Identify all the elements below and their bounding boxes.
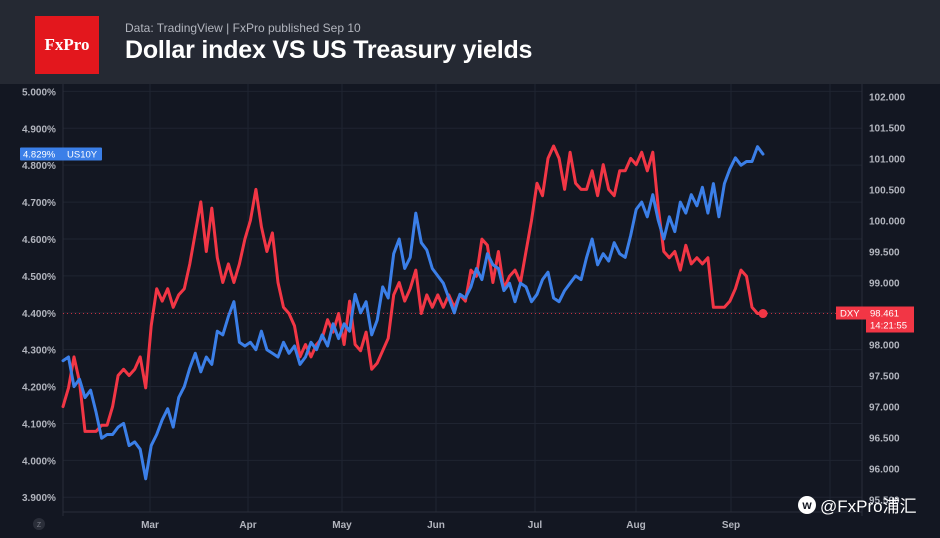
- watermark-text: @FxPro浦汇: [820, 497, 917, 516]
- y-right-tick-label: 101.000: [869, 154, 906, 165]
- y-left-tick-label: 5.000%: [22, 87, 56, 98]
- y-left-tick-label: 4.600%: [22, 235, 56, 246]
- dxy-name-box: [836, 306, 866, 320]
- dxy-last-value: 98.461: [870, 309, 899, 320]
- y-left-tick-label: 4.500%: [22, 272, 56, 283]
- header: FxPro Data: TradingView | FxPro publishe…: [0, 0, 940, 84]
- dxy-time-label: 14:21:55: [870, 321, 907, 332]
- y-right-tick-label: 99.500: [869, 247, 900, 258]
- dxy-last-point: [758, 309, 768, 319]
- dxy-value-box: [866, 306, 914, 333]
- y-left-tick-label: 4.300%: [22, 346, 56, 357]
- y-left-tick-label: 4.200%: [22, 383, 56, 394]
- y-right-tick-label: 97.000: [869, 403, 900, 414]
- y-right-tick-label: 96.000: [869, 465, 900, 476]
- y-left-tick-label: 4.400%: [22, 309, 56, 320]
- x-tick-label: Aug: [626, 520, 645, 531]
- dxy-series-name: DXY: [840, 309, 860, 320]
- x-tick-label: Jun: [427, 520, 445, 531]
- series-line-us10y: [61, 145, 765, 481]
- y-left-tick-label: 3.900%: [22, 493, 56, 504]
- us10y-last-value: 4.829%: [23, 149, 56, 160]
- zoom-reset-button: [33, 518, 45, 530]
- us10y-series-name: US10Y: [67, 149, 98, 160]
- zoom-reset-icon: Z: [37, 522, 42, 529]
- y-right-tick-label: 101.500: [869, 123, 906, 134]
- y-right-tick-label: 97.500: [869, 372, 900, 383]
- x-tick-label: Apr: [239, 520, 256, 531]
- x-tick-label: Mar: [141, 520, 159, 531]
- y-left-tick-label: 4.700%: [22, 198, 56, 209]
- y-left-tick-label: 4.900%: [22, 124, 56, 135]
- x-tick-label: Sep: [722, 520, 740, 531]
- y-right-tick-label: 95.500: [869, 496, 900, 507]
- x-tick-label: May: [332, 520, 352, 531]
- source-meta: Data: TradingView | FxPro published Sep …: [125, 21, 361, 35]
- y-right-tick-label: 100.000: [869, 216, 906, 227]
- y-left-tick-label: 4.000%: [22, 456, 56, 467]
- x-tick-label: Jul: [528, 520, 543, 531]
- y-right-tick-label: 96.500: [869, 434, 900, 445]
- page-title: Dollar index VS US Treasury yields: [125, 36, 533, 64]
- fxpro-logo: FxPro: [35, 16, 99, 74]
- us10y-label-box: [20, 147, 102, 161]
- y-right-tick-label: 98.000: [869, 341, 900, 352]
- weibo-icon: w: [798, 495, 816, 514]
- y-right-tick-label: 100.500: [869, 185, 906, 196]
- y-left-tick-label: 4.800%: [22, 161, 56, 172]
- chart: Mar Apr May Jun Jul Aug Sep5.000%4.900%4.800%4…: [20, 84, 914, 531]
- watermark: w @FxPro浦汇: [798, 492, 917, 517]
- y-right-tick-label: 102.000: [869, 92, 906, 103]
- series-line-dxy: [61, 144, 765, 433]
- y-left-tick-label: 4.100%: [22, 419, 56, 430]
- y-right-tick-label: 99.000: [869, 278, 900, 289]
